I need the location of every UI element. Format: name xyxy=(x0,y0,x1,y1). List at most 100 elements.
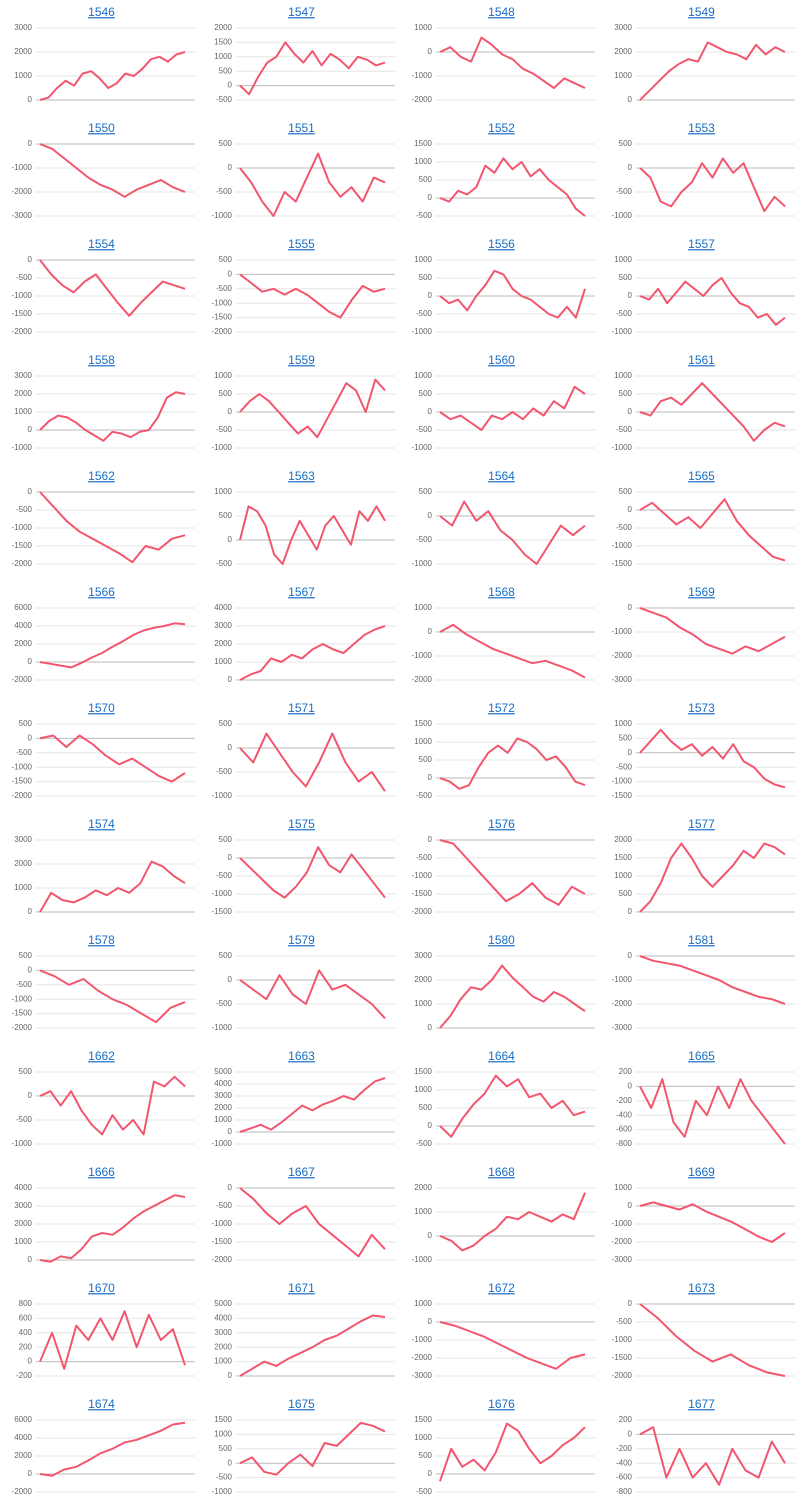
chart-title[interactable]: 1561 xyxy=(688,353,715,367)
chart-title[interactable]: 1566 xyxy=(88,585,115,599)
y-tick-label: 0 xyxy=(28,1255,33,1264)
y-tick-label: 0 xyxy=(228,1458,233,1467)
y-tick-label: -500 xyxy=(216,1473,233,1482)
y-tick-label: -2000 xyxy=(12,327,33,336)
chart-title[interactable]: 1569 xyxy=(688,585,715,599)
data-line xyxy=(439,385,586,431)
chart-title[interactable]: 1559 xyxy=(288,353,315,367)
y-tick-label: 500 xyxy=(219,389,233,398)
chart-title[interactable]: 1674 xyxy=(88,1397,115,1411)
y-tick-label: 500 xyxy=(219,719,233,728)
chart-title[interactable]: 1550 xyxy=(88,121,115,135)
chart-title[interactable]: 1673 xyxy=(688,1281,715,1295)
chart-title[interactable]: 1578 xyxy=(88,933,115,947)
chart-title[interactable]: 1558 xyxy=(88,353,115,367)
chart-title[interactable]: 1576 xyxy=(488,817,515,831)
chart-title[interactable]: 1665 xyxy=(688,1049,715,1063)
chart-title[interactable]: 1551 xyxy=(288,121,315,135)
y-tick-label: 0 xyxy=(28,907,33,916)
chart-title[interactable]: 1676 xyxy=(488,1397,515,1411)
chart-title[interactable]: 1556 xyxy=(488,237,515,251)
data-line xyxy=(439,1422,586,1482)
chart-title[interactable]: 1552 xyxy=(488,121,515,135)
chart-title[interactable]: 1574 xyxy=(88,817,115,831)
chart-title[interactable]: 1667 xyxy=(288,1165,315,1179)
y-tick-label: -500 xyxy=(616,523,633,532)
y-tick-label: 500 xyxy=(419,755,433,764)
chart-title[interactable]: 1562 xyxy=(88,469,115,483)
chart-title[interactable]: 1547 xyxy=(288,5,315,19)
y-tick-label: -1000 xyxy=(412,443,433,452)
chart-title[interactable]: 1672 xyxy=(488,1281,515,1295)
y-tick-label: 500 xyxy=(619,889,633,898)
y-tick-label: -500 xyxy=(616,425,633,434)
y-tick-label: -1000 xyxy=(612,1335,633,1344)
y-tick-label: -800 xyxy=(616,1487,633,1496)
y-tick-label: 500 xyxy=(619,734,633,743)
y-tick-label: 1000 xyxy=(414,255,432,264)
chart-title[interactable]: 1666 xyxy=(88,1165,115,1179)
y-tick-label: 2000 xyxy=(214,639,232,648)
chart-title[interactable]: 1560 xyxy=(488,353,515,367)
chart-title[interactable]: 1580 xyxy=(488,933,515,947)
chart-title[interactable]: 1575 xyxy=(288,817,315,831)
y-tick-label: -2000 xyxy=(12,1487,33,1496)
chart-title[interactable]: 1664 xyxy=(488,1049,515,1063)
chart-title[interactable]: 1557 xyxy=(688,237,715,251)
y-tick-label: -2000 xyxy=(12,675,33,684)
chart-title[interactable]: 1571 xyxy=(288,701,315,715)
y-tick-label: -500 xyxy=(416,1487,433,1496)
y-tick-label: -1000 xyxy=(612,1219,633,1228)
y-tick-label: 500 xyxy=(419,175,433,184)
chart-title[interactable]: 1671 xyxy=(288,1281,315,1295)
data-line xyxy=(39,1310,186,1370)
chart-title[interactable]: 1548 xyxy=(488,5,515,19)
chart-title[interactable]: 1568 xyxy=(488,585,515,599)
chart-title[interactable]: 1555 xyxy=(288,237,315,251)
y-tick-label: 2000 xyxy=(614,835,632,844)
chart-title[interactable]: 1565 xyxy=(688,469,715,483)
chart-title[interactable]: 1546 xyxy=(88,5,115,19)
y-tick-label: 500 xyxy=(419,1103,433,1112)
y-tick-label: -1000 xyxy=(12,443,33,452)
y-tick-label: 3000 xyxy=(214,621,232,630)
chart-title[interactable]: 1677 xyxy=(688,1397,715,1411)
chart-title[interactable]: 1572 xyxy=(488,701,515,715)
y-tick-label: -2000 xyxy=(412,907,433,916)
chart-title[interactable]: 1549 xyxy=(688,5,715,19)
y-tick-label: 500 xyxy=(619,389,633,398)
y-tick-label: -600 xyxy=(616,1473,633,1482)
y-tick-label: -3000 xyxy=(412,1371,433,1380)
y-tick-label: 500 xyxy=(19,719,33,728)
chart-title[interactable]: 1675 xyxy=(288,1397,315,1411)
chart-title[interactable]: 1577 xyxy=(688,817,715,831)
y-tick-label: -1000 xyxy=(412,1255,433,1264)
y-tick-label: 0 xyxy=(428,47,433,56)
chart-title[interactable]: 1563 xyxy=(288,469,315,483)
chart-title[interactable]: 1662 xyxy=(88,1049,115,1063)
chart-title[interactable]: 1670 xyxy=(88,1281,115,1295)
chart-title[interactable]: 1553 xyxy=(688,121,715,135)
y-tick-label: 4000 xyxy=(14,621,32,630)
y-tick-label: -3000 xyxy=(612,1255,633,1264)
y-tick-label: 0 xyxy=(428,1317,433,1326)
chart-title[interactable]: 1554 xyxy=(88,237,115,251)
y-tick-label: 0 xyxy=(28,1091,33,1100)
chart-title[interactable]: 1669 xyxy=(688,1165,715,1179)
chart-title[interactable]: 1573 xyxy=(688,701,715,715)
y-tick-label: 0 xyxy=(628,1430,633,1439)
chart-title[interactable]: 1564 xyxy=(488,469,515,483)
y-tick-label: 0 xyxy=(428,627,433,636)
y-tick-label: 0 xyxy=(28,139,33,148)
data-line xyxy=(239,152,386,217)
chart-title[interactable]: 1567 xyxy=(288,585,315,599)
chart-title[interactable]: 1663 xyxy=(288,1049,315,1063)
chart-title[interactable]: 1668 xyxy=(488,1165,515,1179)
data-line xyxy=(239,846,386,899)
chart-title[interactable]: 1570 xyxy=(88,701,115,715)
data-line xyxy=(39,734,186,783)
chart-title[interactable]: 1581 xyxy=(688,933,715,947)
chart-title[interactable]: 1579 xyxy=(288,933,315,947)
y-tick-label: 2000 xyxy=(14,1219,32,1228)
y-tick-label: 200 xyxy=(19,1342,33,1351)
